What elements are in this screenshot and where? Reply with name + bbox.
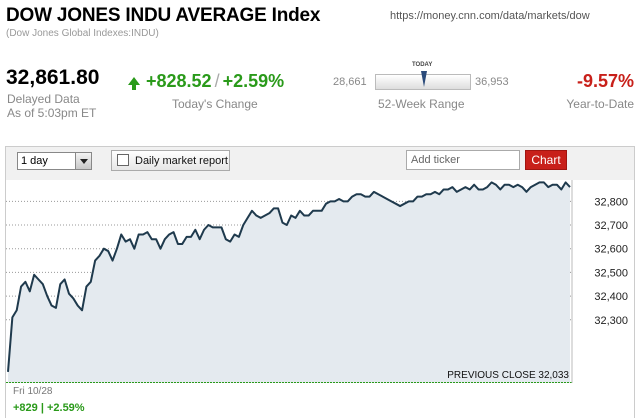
series-line	[7, 181, 571, 372]
area-fill	[8, 182, 570, 383]
y-axis-label: 32,600	[594, 244, 628, 256]
todays-change: +828.52/+2.59%	[128, 71, 284, 92]
change-separator: /	[214, 71, 220, 91]
y-axis-label: 32,700	[594, 220, 628, 232]
ytd-change: -9.57%	[576, 71, 634, 91]
range-label: 52-Week Range	[378, 97, 465, 111]
page-url: https://money.cnn.com/data/markets/dow	[390, 10, 590, 22]
change-percent: +2.59%	[222, 71, 285, 91]
chart-footer	[6, 383, 634, 418]
change-label: Today's Change	[172, 97, 258, 111]
chart-date: Fri 10/28	[13, 386, 53, 397]
up-arrow-icon	[128, 77, 140, 90]
change-value: +828.52	[146, 71, 212, 91]
daily-report-checkbox[interactable]	[117, 154, 129, 166]
ytd-label: Year-to-Date	[566, 97, 634, 111]
index-subtitle: (Dow Jones Global Indexes:INDU)	[6, 28, 159, 39]
price-chart: 32,800 32,700 32,600 32,500 32,400 32,300 PREV…	[6, 180, 634, 385]
y-axis-label: 32,400	[594, 291, 628, 303]
delayed-info: Delayed Data As of 5:03pm ET	[7, 92, 96, 120]
previous-close-label: PREVIOUS CLOSE 32,033	[447, 370, 569, 381]
index-title: DOW JONES INDU AVERAGE Index	[6, 5, 321, 26]
time-range-select[interactable]: 1 day	[17, 152, 92, 170]
range-low: 28,661	[333, 76, 367, 88]
range-marker-icon	[421, 71, 427, 87]
as-of-time: As of 5:03pm ET	[7, 106, 97, 120]
range-today-label: TODAY	[412, 62, 433, 68]
daily-report-toggle[interactable]	[111, 150, 230, 171]
y-axis-label: 32,800	[594, 196, 628, 208]
y-axis-label: 32,300	[594, 315, 628, 327]
range-high: 36,953	[475, 76, 509, 88]
chevron-down-icon[interactable]	[75, 153, 91, 169]
y-axis-label: 32,500	[594, 267, 628, 279]
daily-report-label[interactable]: Daily market report	[135, 155, 228, 167]
chart-button[interactable]: Chart	[525, 150, 567, 170]
chart-change: +829 | +2.59%	[13, 402, 85, 414]
add-ticker-input[interactable]	[406, 150, 520, 170]
delayed-label: Delayed Data	[7, 92, 80, 106]
current-price: 32,861.80	[6, 66, 100, 89]
